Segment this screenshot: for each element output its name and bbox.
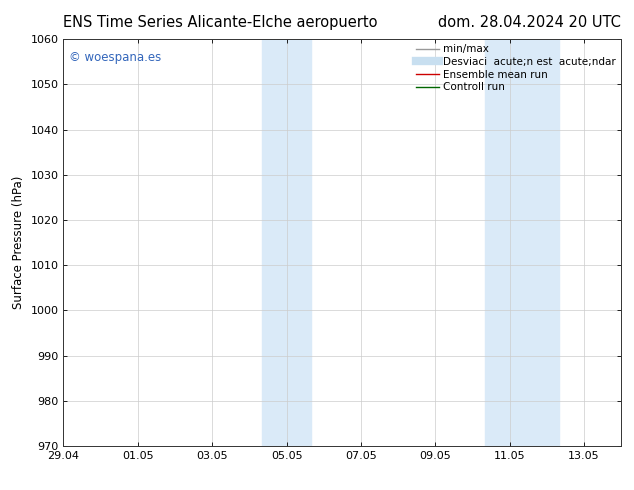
Bar (262, 39, 311, 446)
Legend: min/max, Desviaci  acute;n est  acute;ndar, Ensemble mean run, Controll run: min/max, Desviaci acute;n est acute;ndar… (417, 45, 616, 92)
Text: ENS Time Series Alicante-Elche aeropuerto: ENS Time Series Alicante-Elche aeropuert… (63, 15, 378, 30)
Text: © woespana.es: © woespana.es (69, 51, 161, 64)
Bar (485, 39, 559, 446)
Y-axis label: Surface Pressure (hPa): Surface Pressure (hPa) (12, 176, 25, 309)
Text: dom. 28.04.2024 20 UTC: dom. 28.04.2024 20 UTC (439, 15, 621, 30)
